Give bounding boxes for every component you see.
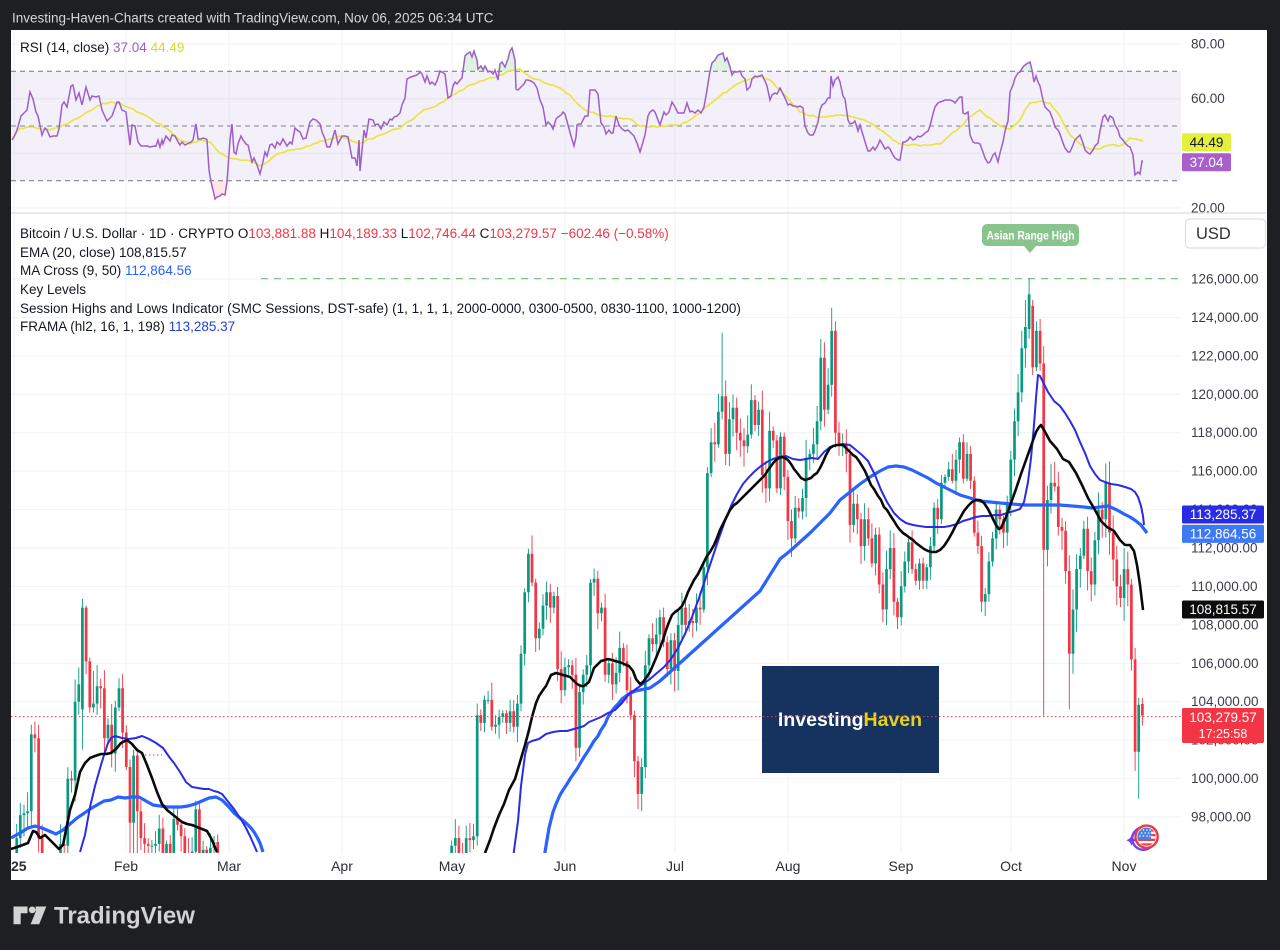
svg-text:116,000.00: 116,000.00	[1191, 464, 1258, 479]
svg-text:MA Cross (9, 50) 112,864.56: MA Cross (9, 50) 112,864.56	[20, 263, 192, 278]
svg-text:USD: USD	[1196, 225, 1231, 243]
svg-text:60.00: 60.00	[1191, 91, 1225, 106]
svg-text:110,000.00: 110,000.00	[1191, 579, 1258, 594]
svg-text:Asian Range High: Asian Range High	[987, 229, 1075, 243]
svg-text:Sep: Sep	[889, 858, 914, 874]
svg-text:May: May	[439, 858, 465, 874]
svg-text:108,000.00: 108,000.00	[1191, 617, 1259, 632]
svg-text:103,279.57: 103,279.57	[1189, 710, 1257, 725]
svg-text:122,000.00: 122,000.00	[1191, 348, 1259, 363]
svg-text:126,000.00: 126,000.00	[1191, 272, 1259, 287]
svg-text:Apr: Apr	[331, 858, 353, 874]
svg-text:17:25:58: 17:25:58	[1199, 727, 1248, 741]
svg-text:FRAMA (hl2, 16, 1, 198) 113,2: FRAMA (hl2, 16, 1, 198) 113,285.37	[20, 319, 235, 334]
svg-text:Aug: Aug	[776, 858, 801, 874]
svg-text:Feb: Feb	[114, 858, 138, 874]
svg-text:118,000.00: 118,000.00	[1191, 425, 1258, 440]
svg-text:98,000.00: 98,000.00	[1191, 810, 1251, 825]
svg-text:Oct: Oct	[1000, 858, 1022, 874]
svg-text:InvestingHaven: InvestingHaven	[778, 709, 922, 731]
svg-text:Jun: Jun	[554, 858, 577, 874]
svg-text:25: 25	[11, 858, 27, 874]
svg-text:Session Highs and Lows Indicat: Session Highs and Lows Indicator (SMC Se…	[20, 301, 741, 316]
svg-text:100,000.00: 100,000.00	[1191, 771, 1259, 786]
svg-text:Jul: Jul	[666, 858, 684, 874]
svg-text:Mar: Mar	[217, 858, 241, 874]
svg-text:TradingView: TradingView	[54, 903, 195, 930]
svg-text:106,000.00: 106,000.00	[1191, 656, 1259, 671]
svg-text:113,285.37: 113,285.37	[1190, 507, 1257, 522]
svg-text:112,864.56: 112,864.56	[1190, 527, 1257, 542]
svg-text:RSI (14, close) 37.04 44.49: RSI (14, close) 37.04 44.49	[20, 40, 184, 55]
svg-text:Nov: Nov	[1112, 858, 1137, 874]
svg-text:120,000.00: 120,000.00	[1191, 387, 1259, 402]
svg-text:EMA (20, close) 108,815.57: EMA (20, close) 108,815.57	[20, 245, 187, 260]
svg-text:Investing-Haven-Charts created: Investing-Haven-Charts created with Trad…	[12, 11, 494, 26]
svg-text:80.00: 80.00	[1191, 37, 1225, 52]
svg-text:124,000.00: 124,000.00	[1191, 310, 1259, 325]
svg-text:Bitcoin / U.S. Dollar · 1D · C: Bitcoin / U.S. Dollar · 1D · CRYPTO O103…	[20, 226, 669, 241]
svg-text:37.04: 37.04	[1190, 155, 1224, 170]
svg-text:108,815.57: 108,815.57	[1189, 602, 1257, 617]
svg-text:112,000.00: 112,000.00	[1191, 541, 1258, 556]
svg-text:44.49: 44.49	[1190, 135, 1224, 150]
svg-text:Key Levels: Key Levels	[20, 282, 86, 297]
svg-text:104,000.00: 104,000.00	[1191, 694, 1259, 709]
svg-text:20.00: 20.00	[1191, 201, 1225, 216]
